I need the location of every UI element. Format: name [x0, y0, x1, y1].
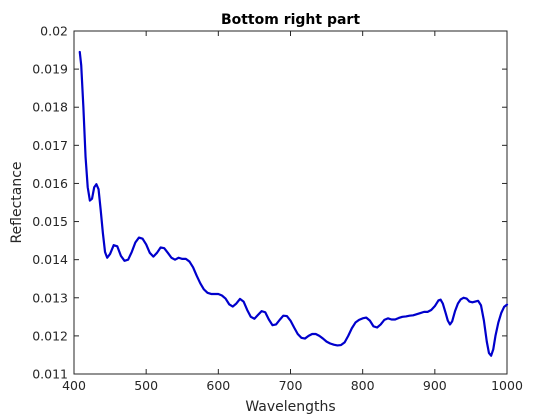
series-line — [78, 50, 509, 357]
x-axis-ticks: 400 500 600 700 800 900 1000 — [62, 31, 523, 393]
x-tick-label: 500 — [134, 378, 158, 393]
x-tick-label: 800 — [351, 378, 375, 393]
y-tick-label: 0.011 — [32, 367, 68, 382]
y-tick-label: 0.013 — [32, 290, 68, 305]
x-tick-label: 900 — [423, 378, 447, 393]
plot-area — [74, 31, 507, 374]
y-axis-ticks: 0.011 0.012 0.013 0.014 0.015 0.016 0.017 0.018… — [32, 24, 507, 382]
x-tick-label: 700 — [279, 378, 303, 393]
y-tick-label: 0.015 — [32, 214, 68, 229]
y-tick-label: 0.012 — [32, 328, 68, 343]
chart-title: Bottom right part — [221, 12, 360, 28]
y-tick-label: 0.018 — [32, 100, 68, 115]
y-axis-label: Reflectance — [9, 161, 25, 243]
series-group — [78, 50, 509, 357]
y-tick-label: 0.019 — [32, 62, 68, 77]
y-tick-label: 0.017 — [32, 138, 68, 153]
x-tick-label: 400 — [62, 378, 86, 393]
x-axis-label: Wavelengths — [245, 399, 335, 415]
y-tick-label: 0.02 — [40, 24, 68, 39]
y-tick-label: 0.016 — [32, 176, 68, 191]
y-tick-label: 0.014 — [32, 252, 68, 267]
x-tick-label: 1000 — [491, 378, 523, 393]
x-tick-label: 600 — [206, 378, 230, 393]
